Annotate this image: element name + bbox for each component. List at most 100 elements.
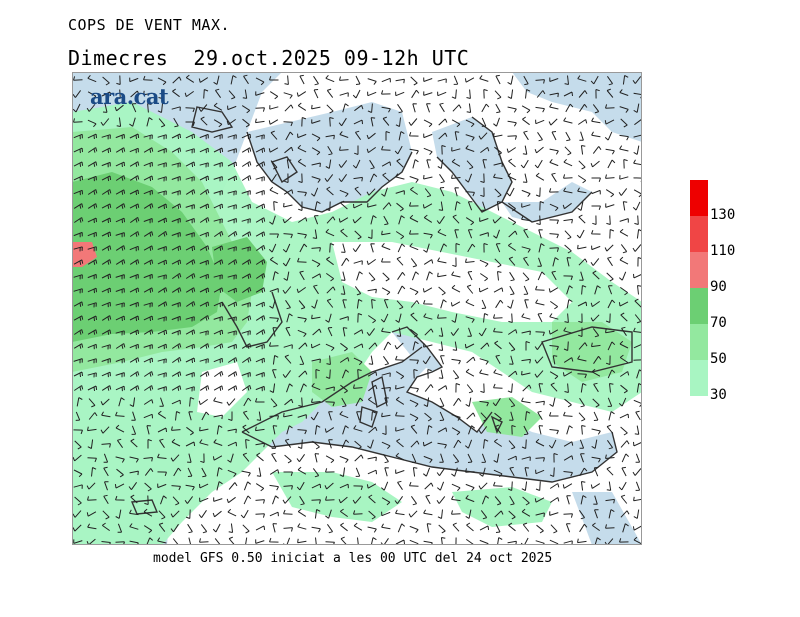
wind-barb — [437, 442, 447, 449]
wind-barb — [409, 131, 419, 137]
wind-barb — [282, 216, 292, 224]
wind-barb — [592, 398, 600, 408]
wind-barb — [269, 91, 279, 100]
wind-barb — [436, 468, 445, 476]
wind-barb — [620, 286, 628, 296]
wind-barb — [535, 469, 545, 475]
wind-barb — [580, 453, 585, 463]
wind-barb — [214, 370, 224, 378]
wind-barb — [185, 273, 196, 279]
wind-barb — [213, 162, 223, 168]
wind-barb — [595, 89, 600, 99]
wind-barb — [563, 158, 573, 167]
wind-barb — [577, 175, 587, 184]
legend-label: 110 — [710, 243, 736, 259]
wind-barb — [283, 509, 293, 515]
wind-barb — [326, 104, 334, 114]
wind-barb — [227, 428, 237, 434]
wind-barb — [296, 286, 306, 294]
wind-barb — [255, 315, 266, 321]
wind-barb — [426, 425, 433, 435]
wind-barb — [241, 259, 252, 265]
wind-barb — [87, 343, 97, 350]
wind-barb — [383, 299, 389, 309]
wind-barb — [199, 259, 209, 266]
wind-barb — [479, 259, 489, 268]
wind-barb — [506, 147, 516, 153]
wind-barb — [101, 231, 112, 238]
wind-barb — [297, 232, 307, 239]
wind-barb — [452, 214, 460, 224]
wind-barb — [439, 397, 445, 407]
wind-barb — [297, 538, 307, 544]
wind-barb — [607, 159, 616, 169]
wind-barb — [73, 259, 84, 265]
wind-barb — [185, 357, 196, 364]
wind-barb — [411, 89, 420, 99]
wind-barb — [326, 524, 334, 534]
wind-barb — [382, 356, 390, 366]
wind-barb — [593, 382, 599, 393]
wind-barb — [590, 483, 601, 489]
wind-barb — [87, 273, 97, 280]
wind-barb — [87, 175, 97, 182]
wind-barb — [255, 385, 265, 392]
wind-barb — [157, 77, 167, 86]
wind-barb — [496, 201, 502, 211]
wind-barb — [548, 287, 559, 293]
wind-barb — [606, 466, 614, 476]
wind-barb — [522, 384, 532, 392]
wind-barb — [326, 355, 331, 365]
wind-barb — [467, 201, 473, 211]
wind-barb — [606, 440, 614, 450]
wind-barb — [255, 539, 265, 544]
wind-barb — [227, 441, 237, 447]
wind-barb — [312, 229, 318, 239]
wind-barb — [255, 176, 265, 182]
wind-barb — [159, 397, 164, 407]
wind-barb — [395, 411, 405, 417]
wind-barb — [395, 427, 405, 432]
wind-barb — [269, 537, 279, 543]
wind-barb — [326, 286, 336, 294]
wind-barb — [451, 174, 461, 179]
wind-barb — [74, 440, 82, 450]
wind-barb — [313, 215, 319, 225]
wind-barb — [425, 494, 431, 505]
wind-barb — [325, 386, 335, 391]
wind-barb — [242, 286, 252, 294]
legend-label: 130 — [710, 207, 736, 223]
wind-barb — [535, 187, 541, 197]
wind-barb — [493, 132, 503, 138]
wind-barb — [87, 329, 98, 335]
wind-barb — [143, 273, 153, 280]
wind-barb — [478, 287, 489, 293]
wind-barb — [227, 161, 237, 168]
wind-barb — [296, 481, 305, 491]
wind-barb — [269, 484, 279, 491]
wind-barb — [467, 453, 473, 463]
wind-barb — [286, 383, 293, 393]
wind-barb — [381, 258, 391, 263]
wind-barb — [269, 511, 279, 517]
wind-barb — [411, 271, 420, 281]
wind-barb — [282, 370, 292, 378]
wind-barb — [465, 119, 475, 128]
wind-barb — [480, 342, 490, 350]
wind-barb — [159, 438, 165, 448]
wind-barb — [536, 215, 541, 225]
wind-barb — [397, 480, 403, 490]
wind-barb — [580, 145, 586, 155]
wind-barb — [577, 187, 587, 194]
wind-barb — [313, 89, 319, 99]
wind-barb — [271, 452, 277, 463]
wind-barb — [353, 510, 363, 515]
wind-barb — [268, 243, 277, 253]
wind-barb — [380, 313, 389, 323]
wind-barb — [255, 329, 266, 335]
wind-barb — [451, 89, 457, 99]
wind-barb — [534, 497, 545, 503]
wind-barb — [284, 398, 294, 406]
wind-barb — [394, 496, 404, 504]
wind-barb — [606, 76, 614, 86]
